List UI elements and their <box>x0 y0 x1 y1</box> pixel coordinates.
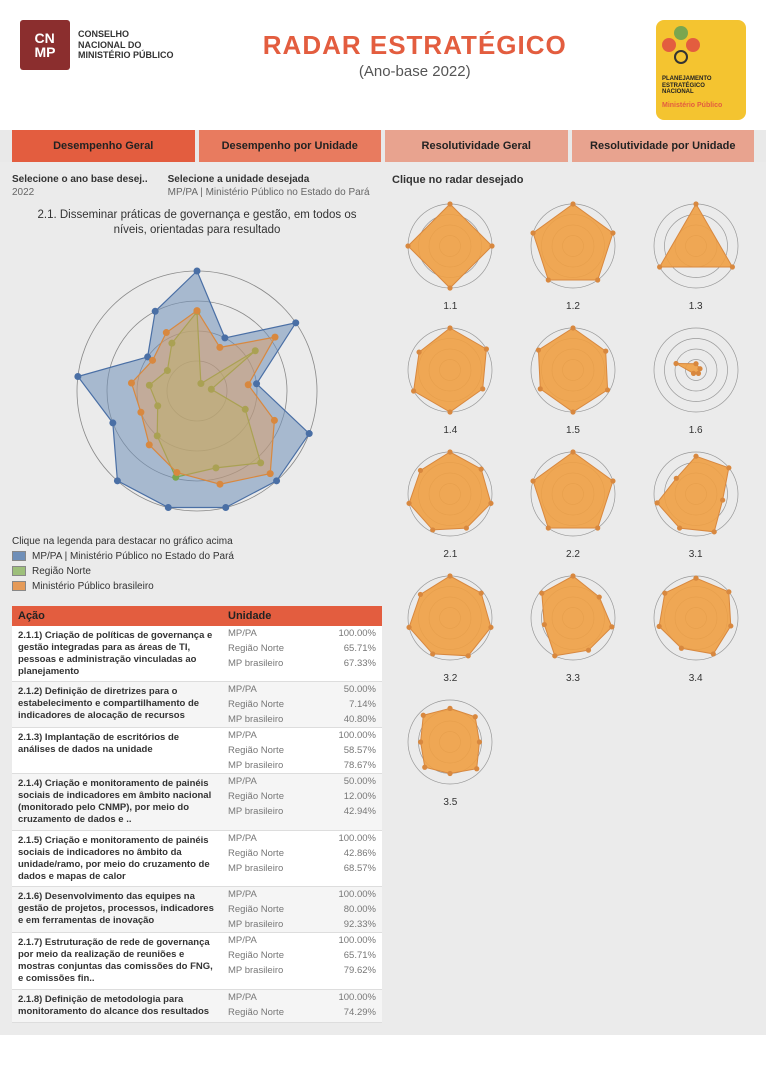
org-line1: CONSELHO <box>78 29 129 39</box>
tab-desempenho-geral[interactable]: Desempenho Geral <box>12 130 195 162</box>
table-row[interactable]: 2.1.1) Criação de políticas de governanç… <box>12 626 382 683</box>
org-line3: MINISTÉRIO PÚBLICO <box>78 50 174 60</box>
legend-title: Clique na legenda para destacar no gráfi… <box>12 536 382 547</box>
radar-grid: 1.11.21.3 1.41.51.6 2.12.23.1 3.23.33.4 3.5 <box>392 196 754 808</box>
legend-item[interactable]: MP/PA | Ministério Público no Estado do … <box>12 551 382 562</box>
mini-radar[interactable]: 1.2 <box>515 196 632 312</box>
th-unidade: Unidade <box>222 606 382 626</box>
logo-pen: PLANEJAMENTO ESTRATÉGICO NACIONAL Minist… <box>656 20 746 120</box>
th-acao: Ação <box>12 606 222 626</box>
table-body: 2.1.1) Criação de políticas de governanç… <box>12 626 382 1023</box>
table-row[interactable]: 2.1.4) Criação e monitoramento de painéi… <box>12 774 382 831</box>
mini-radar[interactable]: 3.5 <box>392 692 509 808</box>
mini-radar[interactable]: 3.3 <box>515 568 632 684</box>
table-row[interactable]: 2.1.2) Definição de diretrizes para o es… <box>12 682 382 728</box>
legend: MP/PA | Ministério Público no Estado do … <box>12 551 382 592</box>
left-column: Selecione o ano base desej.. 2022 Seleci… <box>12 174 382 1023</box>
mini-radar[interactable]: 3.1 <box>637 444 754 560</box>
mini-radar[interactable]: 1.3 <box>637 196 754 312</box>
mini-radar[interactable]: 1.5 <box>515 320 632 436</box>
tab-resolutividade-unidade[interactable]: Resolutividade por Unidade <box>572 130 755 162</box>
mini-radar[interactable]: 3.2 <box>392 568 509 684</box>
table-row[interactable]: 2.1.3) Implantação de escritórios de aná… <box>12 728 382 774</box>
tabs: Desempenho Geral Desempenho por Unidade … <box>0 130 766 162</box>
page-title: RADAR ESTRATÉGICO <box>174 30 656 61</box>
mini-radar[interactable]: 2.2 <box>515 444 632 560</box>
page-subtitle: (Ano-base 2022) <box>174 63 656 80</box>
mini-radar[interactable]: 1.6 <box>637 320 754 436</box>
data-table: Ação Unidade 2.1.1) Criação de políticas… <box>12 606 382 1023</box>
header: CNMP CONSELHO NACIONAL DO MINISTÉRIO PÚB… <box>0 0 766 130</box>
title-block: RADAR ESTRATÉGICO (Ano-base 2022) <box>174 30 656 80</box>
body: Selecione o ano base desej.. 2022 Seleci… <box>0 162 766 1035</box>
year-selector[interactable]: Selecione o ano base desej.. 2022 <box>12 174 148 198</box>
main-radar-chart[interactable] <box>47 246 347 526</box>
table-row[interactable]: 2.1.6) Desenvolvimento das equipes na ge… <box>12 887 382 933</box>
legend-item[interactable]: Ministério Público brasileiro <box>12 581 382 592</box>
tab-desempenho-unidade[interactable]: Desempenho por Unidade <box>199 130 382 162</box>
right-column: Clique no radar desejado 1.11.21.3 1.41.5… <box>392 174 754 1023</box>
logo-cnmp-icon: CNMP <box>20 20 70 70</box>
legend-item[interactable]: Região Norte <box>12 566 382 577</box>
org-name: CONSELHO NACIONAL DO MINISTÉRIO PÚBLICO <box>78 29 174 61</box>
table-row[interactable]: 2.1.8) Definição de metodologia para mon… <box>12 990 382 1023</box>
org-line2: NACIONAL DO <box>78 40 141 50</box>
mini-radar[interactable]: 2.1 <box>392 444 509 560</box>
unit-selector[interactable]: Selecione a unidade desejada MP/PA | Min… <box>168 174 370 198</box>
grid-title: Clique no radar desejado <box>392 174 754 186</box>
table-row[interactable]: 2.1.5) Criação e monitoramento de painéi… <box>12 831 382 888</box>
table-row[interactable]: 2.1.7) Estruturação de rede de governanç… <box>12 933 382 990</box>
tab-resolutividade-geral[interactable]: Resolutividade Geral <box>385 130 568 162</box>
mini-radar[interactable]: 3.4 <box>637 568 754 684</box>
main-chart-title: 2.1. Disseminar práticas de governança e… <box>32 208 362 238</box>
logo-cnmp-block: CNMP CONSELHO NACIONAL DO MINISTÉRIO PÚB… <box>20 20 174 70</box>
mini-radar[interactable]: 1.4 <box>392 320 509 436</box>
mini-radar[interactable]: 1.1 <box>392 196 509 312</box>
